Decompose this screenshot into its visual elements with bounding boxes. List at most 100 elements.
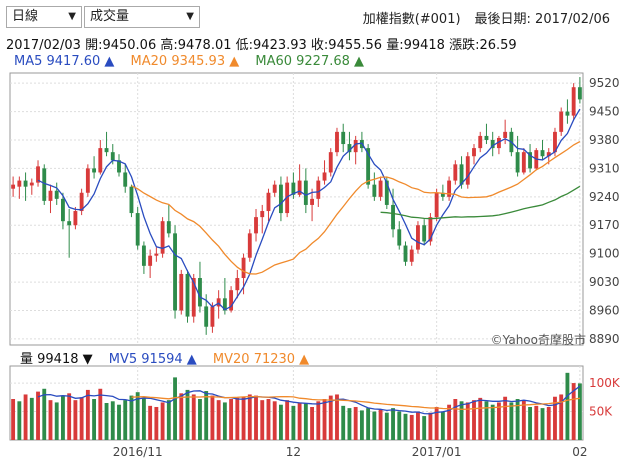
candle-body <box>372 184 377 197</box>
volume-bar <box>341 405 346 440</box>
ma5-legend: MA5 9417.60 ▲ <box>14 54 115 69</box>
ohlc-low: 低:9423.93 <box>235 38 307 53</box>
candle-body <box>85 168 90 193</box>
candle-body <box>92 168 97 173</box>
volume-bar <box>117 404 121 440</box>
candle-body <box>54 190 59 199</box>
volume-bar <box>428 412 433 440</box>
candle-body <box>316 180 321 199</box>
price-tick-label: 9170 <box>589 218 620 232</box>
volume-bar <box>272 401 277 440</box>
candle-body <box>110 152 115 161</box>
indicator-dropdown-label: 成交量 <box>90 9 130 24</box>
indicator-dropdown[interactable]: 成交量 ▼ <box>84 6 200 28</box>
candle-body <box>48 190 53 201</box>
volume-bar <box>179 393 184 440</box>
volume-bar <box>67 393 72 440</box>
x-tick-label: 12 <box>286 445 301 459</box>
volume-bar <box>54 402 59 440</box>
candle-body <box>61 198 65 222</box>
volume-bar <box>577 383 582 440</box>
candle-body <box>403 245 408 262</box>
candle-body <box>291 182 296 195</box>
volume-bar <box>254 395 258 440</box>
volume-bar <box>459 401 464 440</box>
volume-bar <box>384 412 389 440</box>
candle-body <box>173 233 177 311</box>
candle-body <box>341 131 346 145</box>
candle-body <box>123 172 128 187</box>
candle-body <box>384 180 389 205</box>
volume-bar <box>571 383 576 440</box>
candle-body <box>129 186 134 214</box>
candle-body <box>391 204 395 230</box>
candle-body <box>247 233 252 258</box>
candle-body <box>278 184 283 214</box>
candle-body <box>222 298 227 311</box>
volume-bar <box>210 395 215 440</box>
volume-bar <box>85 389 90 440</box>
ma5-line <box>37 108 581 311</box>
x-tick-label: 2016/11 <box>113 445 163 459</box>
candle-body <box>353 139 358 153</box>
volume-bar <box>434 406 439 440</box>
volume-bar <box>540 408 545 440</box>
volume-bar <box>166 400 171 440</box>
candle-body <box>42 168 47 201</box>
candle-body <box>440 192 445 197</box>
period-dropdown[interactable]: 日線 ▼ <box>6 6 82 28</box>
price-tick-label: 9450 <box>589 105 620 119</box>
volume-bar <box>104 403 109 440</box>
chevron-down-icon: ▼ <box>186 11 194 22</box>
candle-body <box>328 152 333 173</box>
volume-bar <box>465 402 470 440</box>
volume-bar <box>546 406 551 440</box>
candle-body <box>465 156 470 185</box>
volume-bar <box>472 400 476 440</box>
candle-body <box>546 152 551 157</box>
volume-bar <box>447 404 452 440</box>
volume-panel-frame <box>9 365 584 441</box>
candle-body <box>472 148 476 157</box>
chart-header: 加權指數(#001) 最後日期: 2017/02/06 <box>349 8 610 27</box>
x-tick-label: 2017/01 <box>412 445 462 459</box>
candle-body <box>496 137 501 149</box>
candle-body <box>254 217 258 234</box>
ma20-line <box>131 141 581 275</box>
candle-body <box>409 249 414 262</box>
candle-body <box>141 245 146 266</box>
mv20-line <box>131 395 580 410</box>
volume-bar <box>372 411 377 440</box>
volume-bar <box>247 394 252 440</box>
price-tick-label: 9310 <box>589 161 620 175</box>
volume-bar <box>297 402 302 440</box>
volume-bar <box>36 391 40 440</box>
volume-bar <box>285 400 290 440</box>
ma60-line <box>380 185 581 220</box>
candle-body <box>422 225 427 242</box>
volume-bar <box>266 399 271 440</box>
candle-body <box>272 184 277 193</box>
volume-bar <box>397 411 402 440</box>
volume-bar <box>79 397 84 440</box>
volume-bar <box>316 401 321 440</box>
candle-body <box>322 172 327 181</box>
ohlc-volume: 量:99418 <box>386 38 445 53</box>
candle-body <box>117 160 121 173</box>
candle-body <box>397 229 402 246</box>
candle-body <box>521 152 526 173</box>
volume-bar <box>154 406 159 440</box>
volume-bar <box>521 400 526 440</box>
volume-bar <box>29 397 34 440</box>
candle-body <box>73 211 78 226</box>
candle-body <box>285 182 290 214</box>
volume-bar <box>515 399 520 440</box>
volume-bar <box>23 394 28 440</box>
candle-body <box>135 213 140 246</box>
ohlc-readout: 2017/02/03 開:9450.06 高:9478.01 低:9423.93… <box>6 34 517 53</box>
volume-bar <box>191 394 196 440</box>
volume-bar <box>135 392 140 440</box>
volume-bar <box>61 395 65 440</box>
candle-body <box>210 306 215 327</box>
candle-body <box>378 180 383 197</box>
